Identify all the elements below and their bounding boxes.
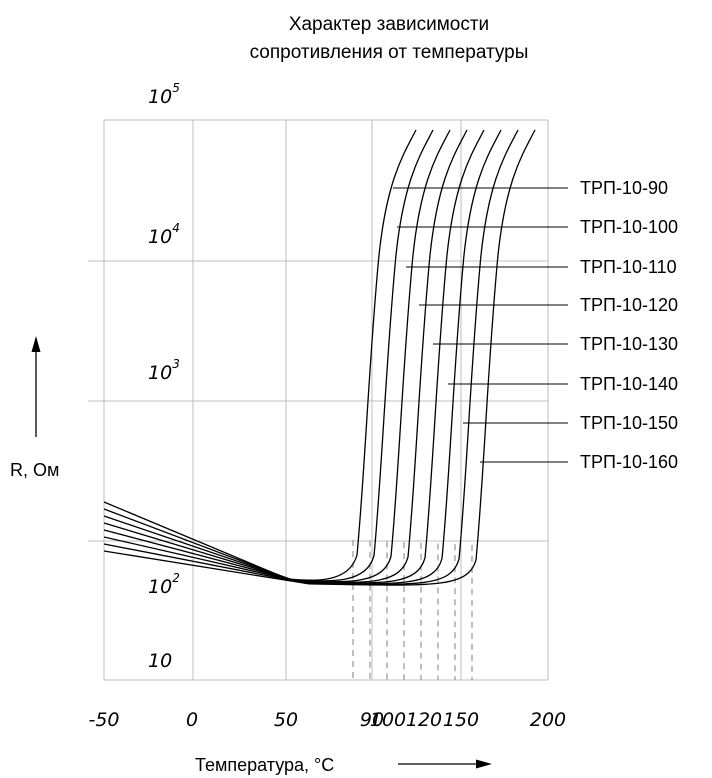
legend-entry: ТРП-10-140 <box>580 374 678 394</box>
y-tick-exponent: 5 <box>172 81 180 95</box>
y-tick-exponent: 2 <box>172 571 180 585</box>
y-tick-exponent: 3 <box>172 357 180 371</box>
y-axis-arrowhead <box>31 336 41 352</box>
chart-title-line2: сопротивления от температуры <box>250 42 529 63</box>
series-curves <box>103 129 536 586</box>
series-curve <box>103 129 468 583</box>
legend-entry: ТРП-10-130 <box>580 334 678 354</box>
y-tick-label: 105 <box>148 81 180 108</box>
series-curve <box>103 129 417 581</box>
series-curve <box>103 129 536 586</box>
knee-guides <box>352 540 473 680</box>
x-tick-label: 200 <box>530 709 566 731</box>
legend-entry: ТРП-10-90 <box>580 178 668 198</box>
series-curve <box>103 129 519 586</box>
y-axis-label: R, Ом <box>10 460 59 480</box>
y-tick-label: 104 <box>148 221 180 248</box>
series-curve <box>103 129 485 584</box>
x-axis-arrowhead <box>476 759 492 769</box>
x-tick-label: 0 <box>186 709 198 731</box>
legend-entry: ТРП-10-100 <box>580 217 678 237</box>
x-tick-label: 90 <box>360 709 384 731</box>
x-tick-label: 120 <box>406 709 442 731</box>
legend-entry: ТРП-10-120 <box>580 295 678 315</box>
x-tick-label: 100 <box>370 709 406 731</box>
x-tick-label: 50 <box>274 709 298 731</box>
y-tick-label: 103 <box>148 357 180 384</box>
y-tick-exponent: 4 <box>172 221 180 235</box>
y-tick-label: 10 <box>148 650 172 672</box>
legend: ТРП-10-90 ТРП-10-100 ТРП-10-110 ТРП-10-120 Т… <box>393 178 678 472</box>
x-axis-label: Температура, °С <box>195 755 334 775</box>
x-tick-label: 150 <box>443 709 479 731</box>
series-curve <box>103 129 434 582</box>
series-curve <box>103 129 502 585</box>
y-tick-label: 102 <box>148 571 180 598</box>
chart-title-line1: Характер зависимости <box>289 14 489 35</box>
legend-entry: ТРП-10-110 <box>580 257 677 277</box>
legend-entry: ТРП-10-160 <box>580 452 678 472</box>
legend-entry: ТРП-10-150 <box>580 413 678 433</box>
series-curve <box>103 129 451 583</box>
y-tick-labels: 105 104 103 102 10 <box>148 81 180 672</box>
x-tick-label: -50 <box>88 709 119 731</box>
